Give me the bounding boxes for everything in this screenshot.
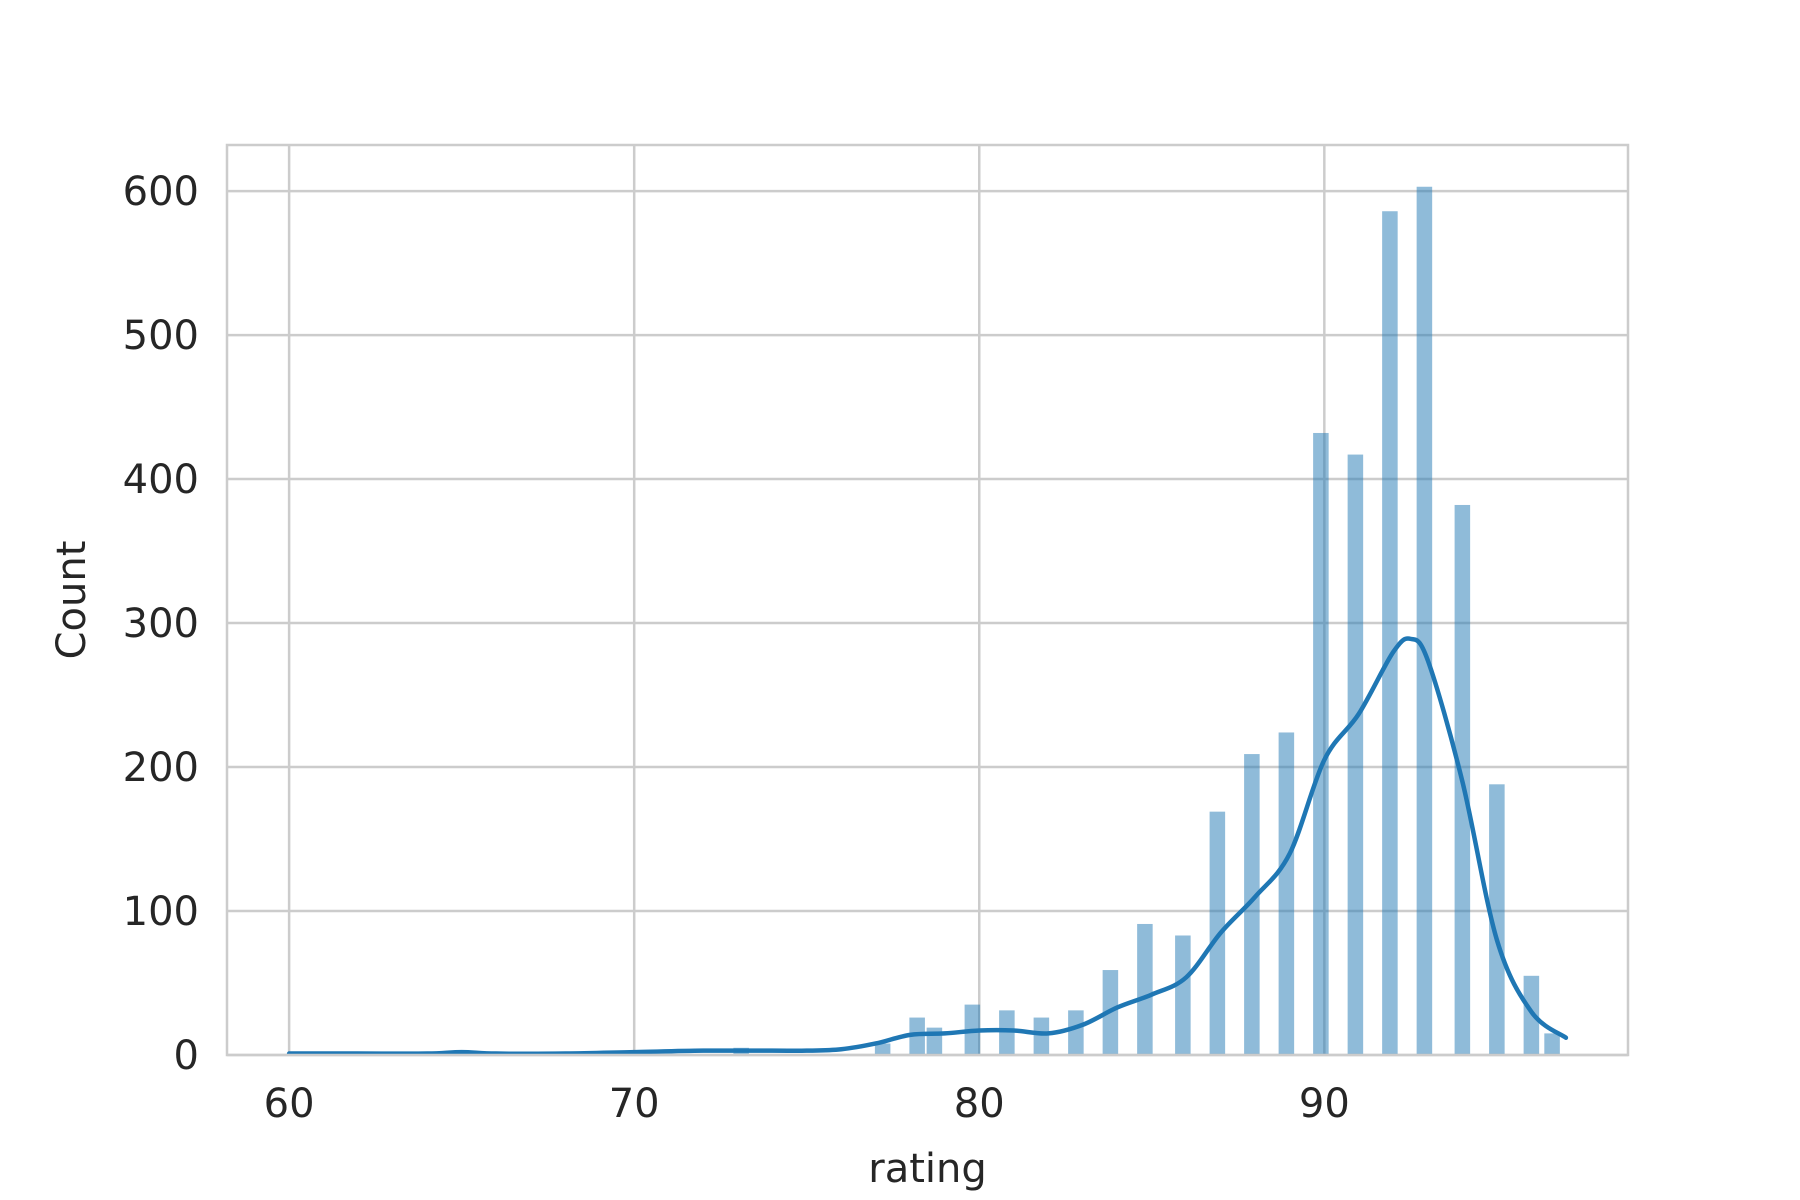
y-tick-label: 600 (123, 169, 199, 215)
histogram-bar (999, 1010, 1015, 1055)
y-tick-label: 200 (123, 745, 199, 791)
histogram-bar (1347, 454, 1364, 1056)
histogram-bar (1137, 923, 1153, 1055)
histogram-bar (1068, 1010, 1084, 1055)
x-tick-label: 80 (954, 1081, 1005, 1127)
x-tick-label: 70 (609, 1081, 660, 1127)
x-axis-label: rating (868, 1146, 987, 1192)
histogram-bar (874, 1043, 891, 1055)
histogram-bar (1544, 1033, 1560, 1055)
histogram-bar (1416, 186, 1433, 1055)
kde-curve (286, 636, 1569, 1056)
y-tick-labels: 0 100 200 300 400 500 600 (123, 169, 199, 1079)
histogram-bars (733, 186, 1560, 1056)
histogram-bar (1244, 754, 1260, 1055)
x-tick-labels: 60 70 80 90 (264, 1081, 1350, 1127)
y-tick-label: 0 (174, 1033, 199, 1079)
y-tick-label: 500 (123, 313, 199, 359)
histogram-bar (1313, 432, 1329, 1055)
x-tick-label: 60 (264, 1081, 315, 1127)
y-tick-label: 400 (123, 457, 199, 503)
histogram-bar (1489, 784, 1505, 1055)
y-tick-label: 300 (123, 601, 199, 647)
plot-frame (225, 143, 1630, 1057)
histogram-bar (1382, 211, 1398, 1055)
x-tick-label: 90 (1299, 1081, 1350, 1127)
histogram-bar (1033, 1017, 1050, 1055)
y-tick-label: 100 (123, 889, 199, 935)
histogram-bar (1175, 935, 1191, 1055)
y-axis-label: Count (49, 541, 95, 660)
histogram-bar (1278, 732, 1295, 1055)
